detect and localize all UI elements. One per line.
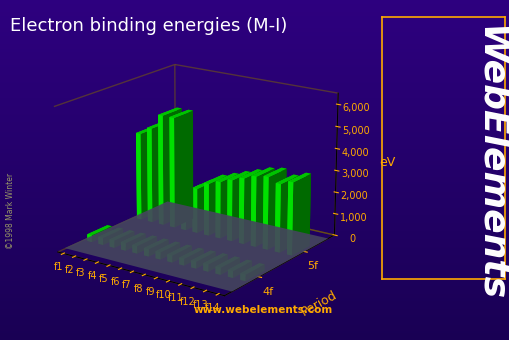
Text: www.webelements.com: www.webelements.com [193,305,332,315]
Text: WebElements: WebElements [472,25,506,301]
Y-axis label: Period: Period [298,289,338,319]
Text: ©1998 Mark Winter: ©1998 Mark Winter [6,173,15,249]
Text: Electron binding energies (M-I): Electron binding energies (M-I) [10,17,287,35]
